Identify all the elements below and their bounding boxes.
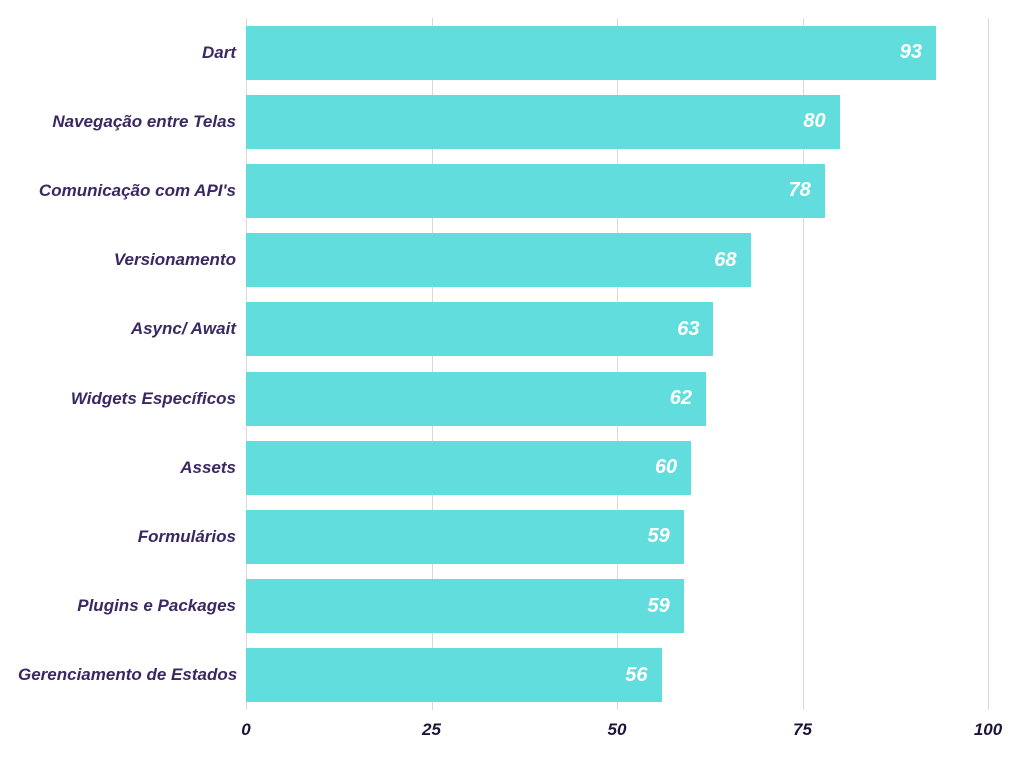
bar-row: 78 [246,156,988,225]
category-label: Async/ Await [18,319,236,339]
category-label: Assets [18,458,236,478]
bar-row: 80 [246,87,988,156]
category-label: Formulários [18,527,236,547]
gridline [988,18,989,710]
bar-value: 80 [803,110,825,133]
bar-row: 62 [246,364,988,433]
category-label: Gerenciamento de Estados [18,665,236,685]
x-tick-label: 50 [608,720,627,740]
bar: 62 [246,372,706,426]
category-label: Plugins e Packages [18,596,236,616]
category-label: Navegação entre Telas [18,112,236,132]
bar-chart: 93 80 78 68 63 62 60 59 59 56 0 25 50 75 100 Dart Nave… [18,18,1006,750]
bar-row: 59 [246,572,988,641]
bar: 68 [246,233,751,287]
bar-value: 78 [789,179,811,202]
bar-row: 68 [246,226,988,295]
category-label: Widgets Específicos [18,389,236,409]
category-label: Comunicação com API's [18,181,236,201]
x-tick-label: 100 [974,720,1002,740]
x-tick-label: 0 [241,720,250,740]
x-tick-label: 25 [422,720,441,740]
bar-value: 56 [625,664,647,687]
bar-value: 93 [900,41,922,64]
bar-row: 59 [246,502,988,571]
bar: 78 [246,164,825,218]
bar: 56 [246,648,662,702]
bar-value: 59 [648,595,670,618]
x-axis: 0255075100 [246,710,988,750]
bar-value: 63 [677,318,699,341]
bar-value: 59 [648,525,670,548]
bar-row: 63 [246,295,988,364]
bar: 60 [246,441,691,495]
bar: 59 [246,579,684,633]
bar: 59 [246,510,684,564]
bar: 63 [246,302,713,356]
plot-area: 93 80 78 68 63 62 60 59 59 56 [246,18,988,710]
bar-value: 62 [670,387,692,410]
bar: 93 [246,26,936,80]
category-label: Versionamento [18,250,236,270]
bar: 80 [246,95,840,149]
bar-value: 68 [714,249,736,272]
bar-value: 60 [655,456,677,479]
bar-row: 60 [246,433,988,502]
bar-row: 93 [246,18,988,87]
x-tick-label: 75 [793,720,812,740]
bar-row: 56 [246,641,988,710]
category-label: Dart [18,43,236,63]
